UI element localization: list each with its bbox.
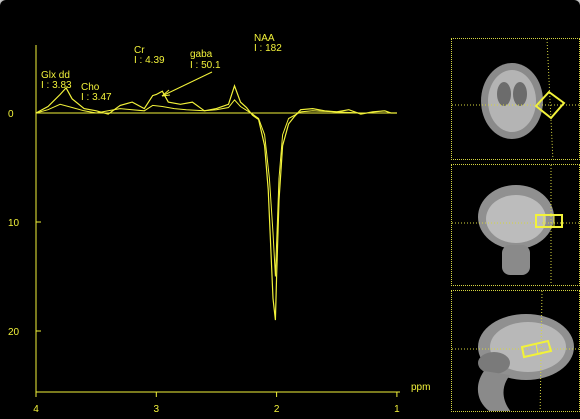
peak-cho-value: I : 3.47: [81, 92, 112, 103]
gaba-pointer-arrowhead: [161, 89, 171, 97]
peak-naa-name: NAA: [254, 33, 275, 44]
sagittal-voxel-box[interactable]: [520, 339, 553, 359]
axial-ventricle-left: [497, 82, 511, 106]
x-tick-label: 2: [274, 404, 280, 415]
coronal-white-matter: [486, 195, 546, 243]
sagittal-neck: [477, 371, 511, 411]
sagittal-cerebellum: [478, 352, 510, 374]
peak-gaba-value: I : 50.1: [190, 60, 221, 71]
axial-voxel-box[interactable]: [534, 90, 566, 120]
spectrum-trace-measured: [35, 83, 397, 321]
peak-cr-value: I : 4.39: [134, 55, 165, 66]
x-axis-title: ppm: [411, 382, 430, 393]
sagittal-voxel-inner: [535, 343, 539, 355]
peak-glx-value: I : 3.83: [41, 80, 72, 91]
coronal-view-thumbnail[interactable]: [451, 164, 580, 286]
x-tick-label: 3: [154, 404, 160, 415]
peak-naa-value: I : 182: [254, 43, 282, 54]
peak-gaba-name: gaba: [190, 49, 213, 60]
coronal-brainstem: [502, 245, 530, 275]
axial-white-matter: [488, 70, 536, 132]
axial-view-thumbnail[interactable]: [451, 38, 580, 160]
spectrum-traces: [35, 83, 397, 321]
sagittal-view-thumbnail[interactable]: [451, 290, 580, 412]
gaba-pointer-line: [161, 71, 213, 97]
axial-ventricle-right: [513, 82, 527, 106]
y-tick-label: 0: [8, 109, 14, 120]
peak-glx-name: Glx dd: [41, 70, 70, 81]
y-tick-label: 10: [8, 218, 20, 229]
spectrum-trace-fit: [35, 99, 397, 277]
peak-cr-name: Cr: [134, 45, 145, 56]
y-tick-label: 20: [8, 327, 20, 338]
sagittal-crosshair-v: [539, 291, 543, 411]
x-tick-label: 1: [394, 404, 400, 415]
peak-annotations: Glx dd I : 3.83 Cho I : 3.47 Cr I : 4.39…: [41, 33, 282, 103]
axial-crosshair-v: [546, 39, 554, 159]
peak-cho-name: Cho: [81, 82, 100, 93]
spectrum-plot: 0 10 20 4 3 2 1 ppm Glx dd I : 3.83 Cho I : 3…: [8, 33, 430, 415]
x-ticks: 4 3 2 1: [33, 392, 400, 415]
x-tick-label: 4: [33, 404, 39, 415]
plot-axes: [35, 45, 400, 393]
coronal-voxel-box[interactable]: [535, 214, 563, 228]
